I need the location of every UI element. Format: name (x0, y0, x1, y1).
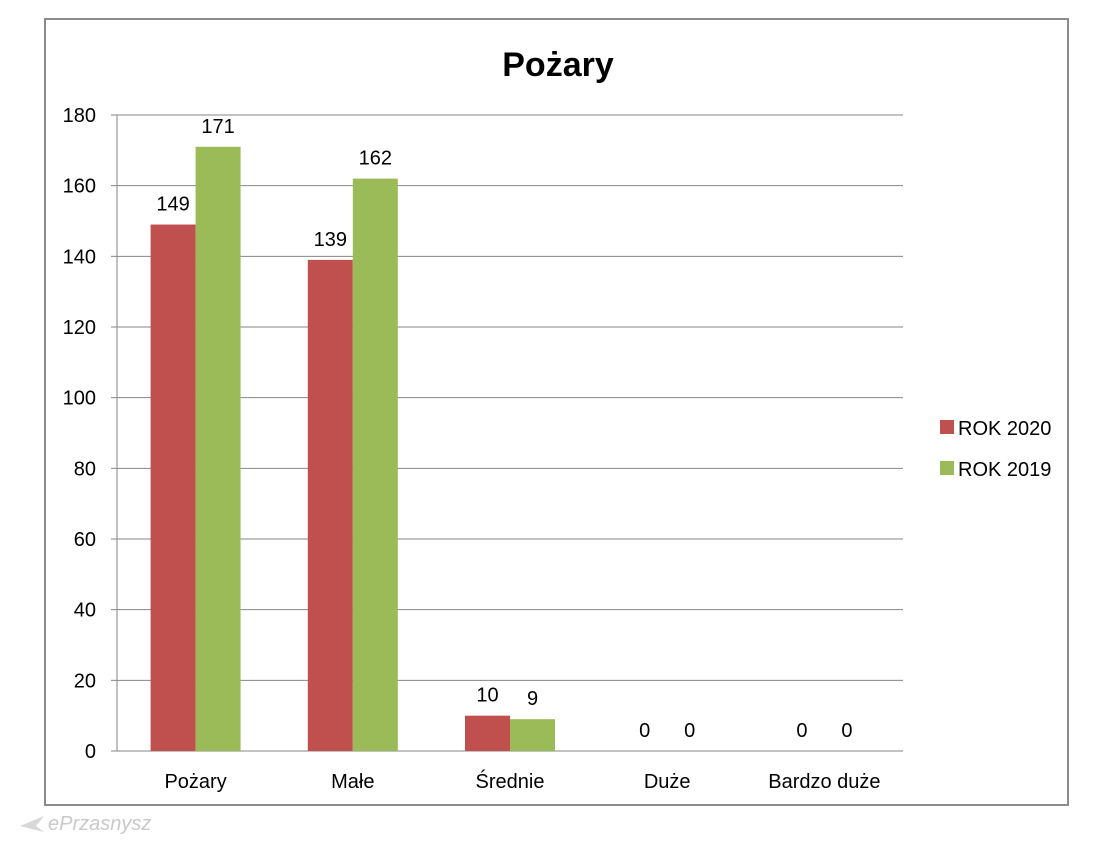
data-label: 0 (841, 720, 852, 742)
watermark-logo: ePrzasnysz (18, 808, 158, 838)
bird-icon (20, 816, 44, 832)
bar (465, 715, 510, 751)
legend-swatch (940, 461, 954, 475)
bar (150, 224, 196, 752)
y-axis-ticks: 0 20 40 60 80 100 120 140 160 180 (63, 105, 96, 763)
bar (195, 146, 241, 752)
data-label: 0 (684, 720, 695, 742)
y-tick-label: 100 (63, 388, 96, 410)
y-tick-label: 60 (74, 529, 96, 551)
y-tick-label: 80 (74, 458, 96, 480)
x-tick-label: Małe (331, 771, 374, 793)
data-label: 0 (796, 720, 807, 742)
legend-label: ROK 2019 (958, 459, 1051, 481)
data-label: 149 (156, 194, 189, 216)
y-tick-label: 160 (63, 176, 96, 198)
data-label: 162 (359, 148, 392, 170)
x-tick-label: Duże (644, 771, 691, 793)
y-tick-label: 0 (85, 741, 96, 763)
legend-label: ROK 2020 (958, 418, 1051, 440)
gridlines (111, 114, 903, 752)
data-label: 171 (201, 116, 234, 138)
chart-title: Pożary (502, 46, 614, 84)
legend-swatch (940, 420, 954, 434)
y-tick-label: 20 (74, 670, 96, 692)
data-label: 9 (527, 688, 538, 710)
legend: ROK 2020 ROK 2019 (940, 418, 1051, 481)
data-label: 0 (639, 720, 650, 742)
bar (352, 178, 398, 752)
y-tick-label: 180 (63, 105, 96, 127)
watermark-text: ePrzasnysz (48, 813, 151, 835)
bars (150, 146, 555, 752)
y-tick-label: 40 (74, 600, 96, 622)
x-tick-label: Średnie (476, 769, 545, 793)
x-tick-label: Pożary (164, 771, 226, 793)
x-axis-ticks: Pożary Małe Średnie Duże Bardzo duże (164, 769, 880, 793)
data-labels: 149 171 139 162 10 9 0 0 0 0 (156, 116, 852, 742)
x-tick-label: Bardzo duże (768, 771, 880, 793)
bar (307, 259, 353, 751)
bar (510, 719, 555, 751)
data-label: 10 (476, 685, 498, 707)
y-tick-label: 120 (63, 317, 96, 339)
y-tick-label: 140 (63, 246, 96, 268)
data-label: 139 (314, 229, 347, 251)
